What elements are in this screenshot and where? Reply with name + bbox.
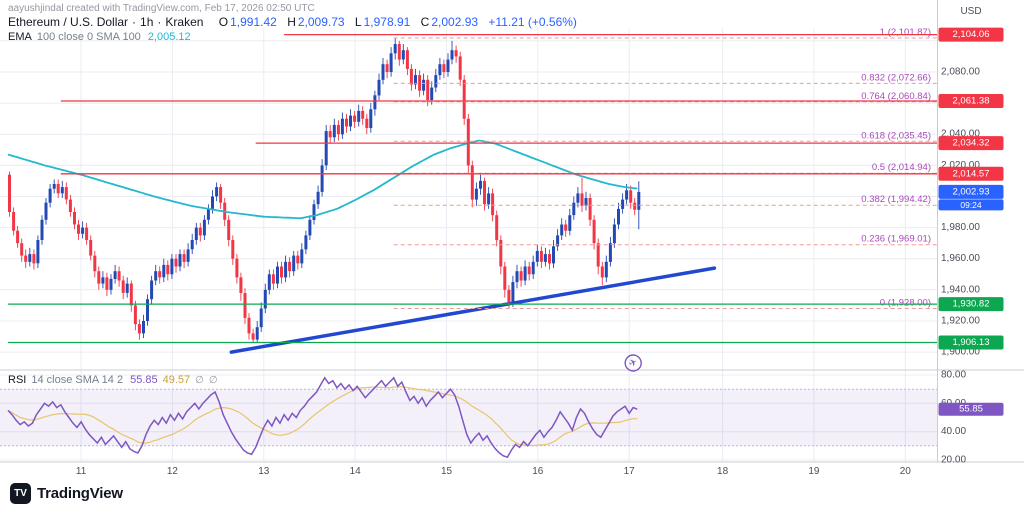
svg-text:0 (1,928.00): 0 (1,928.00): [880, 298, 931, 309]
ema-line: [7, 139, 638, 220]
svg-text:0.618 (2,035.45): 0.618 (2,035.45): [861, 130, 931, 141]
svg-text:0.382 (1,994.42): 0.382 (1,994.42): [861, 194, 931, 205]
tradingview-logo-text: TradingView: [37, 485, 123, 502]
fib-retracement[interactable]: 1 (2,101.87) 0.832 (2,072.66) 0.764 (2,060…: [393, 27, 937, 309]
svg-text:2,002.93: 2,002.93: [953, 186, 990, 197]
svg-text:1,980.00: 1,980.00: [941, 222, 980, 233]
svg-text:USD: USD: [960, 6, 981, 17]
svg-text:0.764 (2,060.84): 0.764 (2,060.84): [861, 91, 931, 102]
svg-text:20: 20: [900, 466, 912, 477]
svg-text:2,080.00: 2,080.00: [941, 67, 980, 78]
svg-text:1,960.00: 1,960.00: [941, 253, 980, 264]
ema-legend[interactable]: EMA 100 close 0 SMA 100 2,005.12: [8, 31, 191, 43]
low-label: L: [354, 15, 362, 29]
rsi-indicator-title[interactable]: RSI: [8, 374, 27, 386]
close-value: 2,002.93: [431, 15, 479, 29]
svg-text:0.5 (2,014.94): 0.5 (2,014.94): [872, 162, 931, 173]
separator-dot: ·: [132, 15, 137, 29]
chart-sticker: ✈: [624, 354, 642, 372]
rsi-indicator-params: 14 close SMA 14 2: [31, 374, 124, 386]
svg-text:1 (2,101.87): 1 (2,101.87): [880, 27, 931, 38]
low-value: 1,978.91: [363, 15, 411, 29]
hidden-plot-icon: ∅: [195, 375, 204, 386]
svg-text:2,020.00: 2,020.00: [941, 160, 980, 171]
svg-text:2,040.00: 2,040.00: [941, 129, 980, 140]
svg-text:2,034.32: 2,034.32: [953, 138, 990, 149]
svg-text:1,900.00: 1,900.00: [941, 347, 980, 358]
svg-text:1,930.82: 1,930.82: [953, 299, 990, 310]
rsi-plot: [7, 376, 638, 459]
ema-indicator-params: 100 close 0 SMA 100: [36, 31, 141, 43]
svg-text:0.236 (1,969.01): 0.236 (1,969.01): [861, 234, 931, 245]
rsi-ma-value: 49.57: [162, 374, 191, 386]
separators: [0, 0, 1024, 463]
svg-text:1,920.00: 1,920.00: [941, 316, 980, 327]
high-label: H: [287, 15, 296, 29]
svg-text:15: 15: [441, 466, 453, 477]
symbol-header: Ethereum / U.S. Dollar · 1h · Kraken O 1,991.…: [8, 15, 577, 29]
close-label: C: [420, 15, 430, 29]
high-value: 2,009.73: [297, 15, 345, 29]
svg-text:80.00: 80.00: [941, 370, 966, 381]
price-axis[interactable]: USD 2,080.00 2,040.00 2,020.00 1,980.00 1,960…: [938, 6, 1004, 358]
svg-text:55.85: 55.85: [959, 404, 983, 415]
svg-text:✈: ✈: [627, 357, 639, 371]
candles: [8, 38, 641, 343]
svg-text:1,940.00: 1,940.00: [941, 284, 980, 295]
exchange-label[interactable]: Kraken: [165, 15, 204, 29]
svg-text:2,061.38: 2,061.38: [953, 96, 990, 107]
svg-text:1,906.13: 1,906.13: [953, 337, 990, 348]
svg-text:13: 13: [258, 466, 270, 477]
attribution-text: aayushjindal created with TradingView.co…: [8, 3, 315, 14]
svg-text:2,014.57: 2,014.57: [953, 168, 990, 179]
svg-text:40.00: 40.00: [941, 426, 966, 437]
svg-text:2,104.06: 2,104.06: [953, 29, 990, 40]
time-axis[interactable]: 11 12 13 14 15 16 17 18 19 20: [76, 466, 911, 477]
svg-text:19: 19: [808, 466, 820, 477]
interval-label[interactable]: 1h: [140, 15, 154, 29]
tradingview-logo[interactable]: TV TradingView: [10, 483, 123, 504]
svg-text:16: 16: [532, 466, 544, 477]
change-value: +11.21 (+0.56%): [488, 15, 577, 29]
open-value: 1,991.42: [230, 15, 277, 29]
svg-text:12: 12: [167, 466, 179, 477]
svg-text:09:24: 09:24: [960, 200, 982, 210]
rsi-legend[interactable]: RSI 14 close SMA 14 2 55.85 49.57 ∅ ∅: [8, 374, 218, 386]
svg-text:17: 17: [624, 466, 636, 477]
ema-value: 2,005.12: [147, 31, 191, 43]
open-label: O: [218, 15, 229, 29]
svg-text:18: 18: [717, 466, 729, 477]
trendline[interactable]: [229, 266, 717, 354]
svg-text:20.00: 20.00: [941, 455, 966, 466]
price-lines[interactable]: [8, 33, 937, 344]
svg-text:14: 14: [350, 466, 362, 477]
separator-dot: ·: [157, 15, 162, 29]
symbol-title[interactable]: Ethereum / U.S. Dollar: [8, 15, 129, 29]
svg-text:0.832 (2,072.66): 0.832 (2,072.66): [861, 72, 931, 83]
rsi-value: 55.85: [130, 374, 158, 386]
tradingview-logo-icon: TV: [10, 483, 31, 504]
ema-indicator-title[interactable]: EMA: [8, 31, 32, 43]
hidden-plot-icon: ∅: [208, 375, 218, 386]
svg-text:11: 11: [76, 466, 87, 477]
